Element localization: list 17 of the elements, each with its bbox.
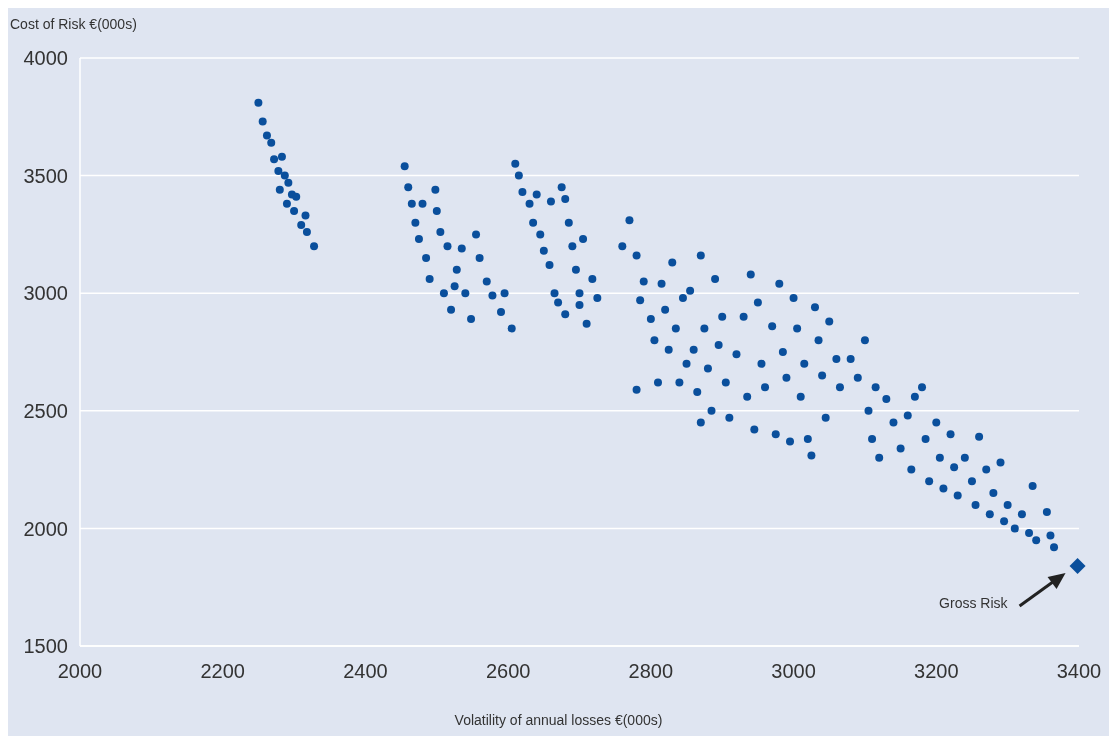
y-tick-label: 2500 [23,399,68,422]
y-tick-label: 4000 [23,47,68,70]
x-axis-title: Volatility of annual losses €(000s) [453,712,664,728]
y-tick-label: 3000 [23,282,68,305]
x-tick-label: 3400 [1056,660,1102,683]
x-tick-label: 2200 [200,660,245,683]
y-tick-label: 1500 [23,635,68,658]
x-tick-label: 2000 [57,660,103,683]
x-tick-label: 3200 [914,660,959,683]
y-tick-label: 3500 [23,164,68,187]
x-tick-label: 2800 [628,660,674,683]
x-tick-label: 3000 [771,660,816,683]
y-axis-title: Cost of Risk €(000s) [10,16,137,32]
annotation: Gross Risk [939,595,1009,612]
y-tick-label: 2000 [23,517,68,540]
x-tick-label: 2400 [343,660,388,683]
x-tick-label: 2600 [485,660,531,683]
